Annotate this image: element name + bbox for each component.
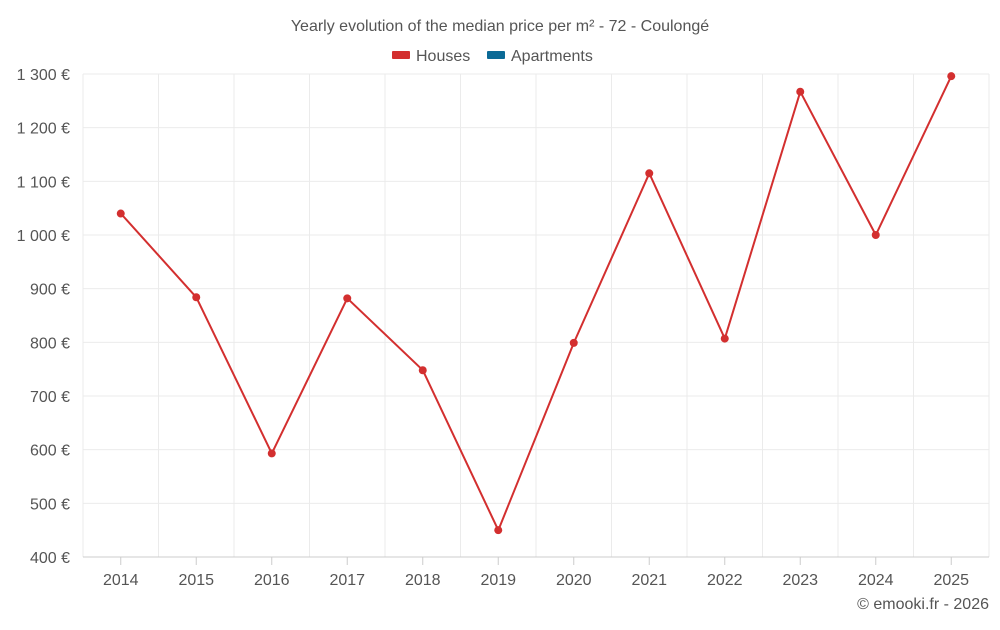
data-point-houses[interactable] xyxy=(418,366,427,375)
legend-item-apartments[interactable]: Apartments xyxy=(487,48,593,65)
data-point-houses[interactable] xyxy=(569,338,578,347)
data-point-houses[interactable] xyxy=(116,209,125,218)
legend-label-houses: Houses xyxy=(416,48,470,65)
x-tick-label: 2021 xyxy=(631,572,667,589)
grid xyxy=(82,73,990,557)
data-point-houses[interactable] xyxy=(871,231,880,239)
x-tick-label: 2020 xyxy=(556,572,592,589)
y-tick-label: 600 € xyxy=(30,443,70,460)
data-point-houses[interactable] xyxy=(343,294,352,303)
data-point-houses[interactable] xyxy=(947,72,956,81)
data-point-houses[interactable] xyxy=(267,449,276,458)
x-tick-label: 2018 xyxy=(405,572,441,589)
legend-swatch-apartments xyxy=(487,51,505,59)
data-point-houses[interactable] xyxy=(645,169,654,178)
y-tick-label: 1 100 € xyxy=(17,174,70,191)
x-tick-label: 2014 xyxy=(103,572,139,589)
x-tick-label: 2019 xyxy=(480,572,516,589)
x-tick-label: 2023 xyxy=(782,572,818,589)
x-tick-label: 2017 xyxy=(329,572,365,589)
series-layer xyxy=(116,72,956,535)
y-tick-label: 700 € xyxy=(30,389,70,406)
y-tick-label: 1 200 € xyxy=(17,121,70,138)
axes: 400 € 500 € 600 € 700 € 800 € 900 € 1 000 € 1 1… xyxy=(17,67,989,589)
legend-swatch-houses xyxy=(392,51,410,59)
x-tick-label: 2024 xyxy=(858,572,894,589)
y-tick-label: 400 € xyxy=(30,550,70,567)
y-tick-label: 800 € xyxy=(30,335,70,352)
data-point-houses[interactable] xyxy=(192,293,201,302)
y-tick-label: 1 000 € xyxy=(17,228,70,245)
data-point-houses[interactable] xyxy=(796,87,805,96)
legend: Houses Apartments xyxy=(392,48,593,65)
x-tick-label: 2016 xyxy=(254,572,290,589)
x-tick-label: 2022 xyxy=(707,572,743,589)
series-line-houses xyxy=(120,75,953,532)
y-tick-label: 900 € xyxy=(30,282,70,299)
legend-label-apartments: Apartments xyxy=(511,48,593,65)
data-point-houses[interactable] xyxy=(494,526,503,535)
y-tick-label: 500 € xyxy=(30,496,70,513)
chart-title: Yearly evolution of the median price per… xyxy=(291,18,709,35)
x-tick-label: 2025 xyxy=(933,572,969,589)
legend-item-houses[interactable]: Houses xyxy=(392,48,470,65)
credit-text: © emooki.fr - 2026 xyxy=(857,596,989,613)
x-tick-label: 2015 xyxy=(178,572,214,589)
y-tick-label: 1 300 € xyxy=(17,67,70,84)
data-point-houses[interactable] xyxy=(720,334,729,343)
